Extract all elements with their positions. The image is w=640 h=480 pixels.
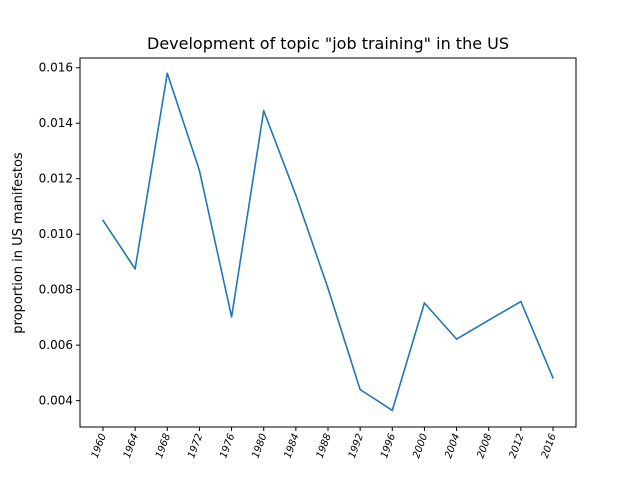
data-point (487, 319, 490, 321)
data-point (520, 300, 522, 303)
x-tick-label: 1984 (283, 432, 302, 460)
data-point (166, 72, 169, 75)
x-tick-label: 2016 (540, 432, 559, 460)
y-tick-label: 0.008 (39, 283, 73, 297)
x-tick-label: 2000 (411, 432, 430, 460)
y-tick-label: 0.016 (39, 61, 73, 75)
x-tick-label: 1996 (379, 432, 398, 460)
x-tick-label: 1960 (90, 432, 109, 460)
data-point (327, 287, 329, 290)
data-point (359, 388, 361, 391)
data-point (295, 194, 297, 197)
x-tick-label: 1972 (186, 432, 205, 460)
data-point (262, 109, 265, 112)
y-tick-label: 0.012 (39, 172, 73, 186)
data-point (102, 219, 104, 222)
y-tick-label: 0.004 (39, 394, 73, 408)
y-tick-label: 0.014 (39, 116, 73, 130)
axes-frame (79, 57, 577, 428)
x-tick-label: 1968 (154, 432, 173, 460)
chart-title: Development of topic "job training" in t… (147, 34, 509, 53)
y-tick-label: 0.006 (39, 338, 73, 352)
x-tick-label: 1964 (122, 432, 141, 460)
data-point (423, 302, 426, 304)
x-tick-label: 1992 (347, 432, 366, 460)
data-point (455, 338, 458, 340)
data-point (134, 268, 136, 270)
x-tick-label: 1988 (315, 432, 334, 460)
x-tick-label: 1976 (218, 432, 237, 460)
x-tick-label: 2008 (475, 432, 494, 460)
y-axis-label: proportion in US manifestos (11, 152, 26, 334)
y-tick-label: 0.010 (39, 227, 73, 241)
x-tick-label: 1980 (250, 432, 269, 460)
data-point (391, 409, 394, 412)
data-point (230, 316, 233, 318)
x-tick-label: 2012 (508, 432, 527, 460)
data-point (552, 377, 554, 379)
x-tick-label: 2004 (443, 432, 462, 460)
series-line (102, 72, 554, 412)
plot-area: 0.004 0.006 0.008 0.010 0.012 0.014 0.016 1960 1… (39, 57, 577, 460)
data-point (198, 169, 201, 172)
